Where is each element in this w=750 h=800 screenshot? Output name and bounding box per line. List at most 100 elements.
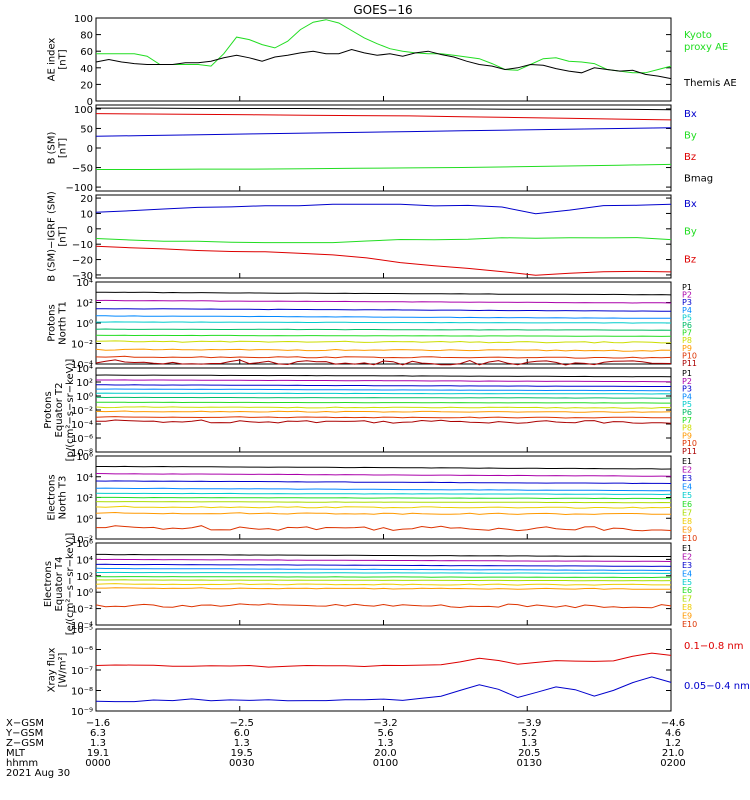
channel-label: P1 — [682, 283, 692, 292]
y-tick-label: 10⁻⁶ — [71, 646, 93, 657]
channel-line — [96, 291, 672, 296]
y-tick-label: 10⁻⁴ — [71, 621, 93, 632]
channel-line — [95, 299, 672, 304]
channel-line — [95, 334, 672, 337]
channel-label: P9 — [682, 431, 692, 440]
y-tick-label: 10⁰ — [76, 588, 93, 599]
y-tick-label: −30 — [72, 271, 93, 282]
channel-line — [96, 558, 672, 562]
channel-line — [96, 388, 672, 392]
y-axis-label: Protons — [43, 391, 54, 428]
y-tick-label: 10⁻² — [71, 535, 93, 546]
y-axis-label: North T3 — [58, 476, 69, 520]
orbit-value: 6.0 — [234, 728, 250, 739]
orbit-value: −3.9 — [517, 718, 541, 729]
channel-line — [96, 525, 672, 532]
channel-line — [96, 308, 671, 312]
channel-label: E5 — [682, 491, 692, 500]
channel-label: P3 — [682, 385, 692, 394]
legend-entry: Kyoto — [684, 30, 712, 41]
y-axis-label: [p/(cm²−s−sr−keV)] — [65, 359, 76, 462]
channel-line — [96, 465, 672, 470]
y-axis-label: Protons — [47, 304, 58, 341]
channel-label: P1 — [682, 369, 692, 378]
orbit-value: 20.5 — [518, 748, 540, 759]
y-tick-label: 80 — [80, 31, 93, 42]
channel-label: E1 — [682, 544, 692, 553]
y-tick-label: 10⁻² — [71, 605, 93, 616]
channel-line — [96, 553, 671, 557]
channel-line — [95, 576, 671, 579]
y-tick-label: 10⁻⁷ — [71, 666, 93, 677]
series-line — [95, 48, 672, 80]
channel-label: E8 — [682, 603, 692, 612]
orbit-row-label: hhmm — [6, 758, 38, 769]
legend-entry: 0.1−0.8 nm — [684, 641, 743, 652]
y-axis-label: [nT] — [58, 49, 69, 69]
panel-pn: 10⁴ 10² 10⁰ 10⁻² 10⁻⁴ Protons North T1 P1P2P3P4… — [47, 278, 698, 371]
channel-label: E2 — [682, 466, 692, 475]
channel-line — [96, 496, 671, 500]
channel-line — [95, 492, 672, 496]
series-line — [96, 19, 672, 74]
orbit-value: 5.6 — [378, 728, 394, 739]
legend-entry: Themis AE — [683, 78, 737, 89]
y-tick-label: 0 — [87, 225, 93, 236]
channel-label: P5 — [682, 400, 692, 409]
y-axis-label: Electrons — [47, 474, 58, 520]
orbit-value: −4.6 — [661, 718, 685, 729]
channel-label: P2 — [682, 291, 692, 300]
channel-line — [95, 416, 671, 419]
channel-line — [95, 396, 672, 399]
series-line — [95, 203, 672, 215]
series-line — [95, 676, 672, 703]
y-tick-label: 10⁻⁵ — [71, 625, 93, 636]
channel-line — [96, 321, 672, 324]
panel-ee: 10⁶ 10⁴ 10² 10⁰ 10⁻² 10⁻⁴ Electrons Equator T4[… — [43, 533, 697, 636]
y-axis-label: B (SM)−IGRF (SM) — [47, 191, 58, 282]
y-axis-label: Electrons — [43, 561, 54, 607]
y-tick-label: 10⁴ — [76, 473, 93, 484]
y-tick-label: −10 — [72, 240, 93, 251]
y-axis-label: [W/m²] — [58, 652, 69, 687]
y-axis-label: North T1 — [58, 301, 69, 345]
channel-line — [95, 410, 672, 413]
y-tick-label: 10⁰ — [76, 392, 93, 403]
y-tick-label: 10 — [80, 209, 93, 220]
series-line — [96, 107, 672, 111]
channel-line — [95, 505, 672, 509]
orbit-value: −2.5 — [230, 718, 254, 729]
channel-line — [95, 315, 671, 319]
y-tick-label: 10⁰ — [76, 514, 93, 525]
orbit-value: 1.3 — [378, 738, 394, 749]
orbit-row-label: X−GSM — [6, 718, 44, 729]
y-axis-label: B (SM) — [47, 131, 58, 164]
channel-label: E6 — [682, 586, 692, 595]
orbit-value: 0130 — [517, 758, 542, 769]
channel-line — [95, 567, 672, 572]
y-tick-label: 10² — [76, 494, 93, 505]
y-tick-label: 0 — [87, 97, 93, 108]
orbit-row-label: MLT — [6, 748, 26, 759]
channel-line — [95, 374, 672, 378]
orbit-table: X−GSMY−GSMZ−GSMMLThhmm−1.66.31.319.10000… — [5, 718, 686, 779]
series-line — [96, 163, 672, 170]
orbit-value: 21.0 — [662, 748, 684, 759]
y-axis-label: Equator T4 — [54, 557, 65, 612]
y-tick-label: 100 — [74, 105, 93, 116]
y-tick-label: −100 — [66, 183, 93, 194]
channel-label: P11 — [682, 447, 697, 456]
y-tick-label: 10⁻² — [71, 340, 93, 351]
channel-line — [95, 355, 672, 359]
orbit-row-label: Z−GSM — [6, 738, 44, 749]
y-axis-label: [nT] — [58, 138, 69, 158]
orbit-value: 0200 — [660, 758, 685, 769]
y-tick-label: 50 — [80, 124, 93, 135]
channel-label: E7 — [682, 595, 692, 604]
y-axis-label: AE index — [47, 38, 58, 82]
channel-line — [95, 563, 672, 567]
